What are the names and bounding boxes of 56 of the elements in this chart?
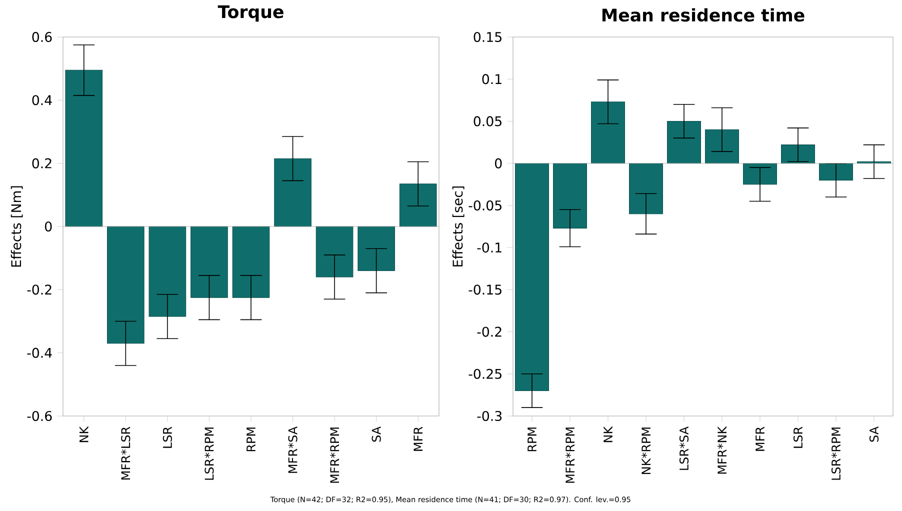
bar — [819, 163, 853, 180]
chart-title: Mean residence time — [602, 8, 804, 22]
bar — [591, 102, 625, 164]
y-tick-label: 0 — [495, 158, 502, 168]
x-tick-label: NK — [80, 426, 88, 442]
bar — [274, 158, 312, 227]
x-tick-label: MFR*NK — [718, 426, 726, 474]
y-tick-label: -0.1 — [477, 242, 502, 253]
y-tick-label: 0.1 — [482, 74, 502, 84]
y-tick-label: -0.2 — [27, 284, 52, 295]
y-tick-label: -0.3 — [477, 410, 502, 422]
bar — [667, 120, 702, 164]
x-tick-label: LSR — [793, 426, 803, 448]
x-tick-label: MFR — [414, 426, 422, 451]
bar — [148, 226, 186, 317]
y-tick-label: 0.6 — [32, 32, 52, 42]
x-tick-label: MFR*SA — [288, 426, 298, 473]
x-tick-label: SA — [869, 426, 879, 442]
y-tick-label: -0.2 — [477, 326, 502, 337]
bar — [107, 226, 144, 344]
x-tick-label: MFR*RPM — [566, 428, 574, 483]
bar — [781, 144, 815, 164]
x-tick-label: RPM — [528, 428, 536, 452]
bar — [316, 226, 354, 278]
y-tick-label: -0.6 — [27, 410, 52, 422]
x-tick-label: LSR*RPM — [831, 428, 841, 480]
y-tick-label: 0 — [45, 221, 52, 232]
y-tick-label: -0.25 — [468, 368, 502, 379]
x-tick-label: RPM — [246, 428, 256, 452]
y-tick-label: -0.05 — [468, 200, 502, 210]
x-tick-label: MFR*RPM — [330, 428, 340, 483]
bar — [743, 163, 778, 185]
bar — [515, 163, 549, 392]
bar — [629, 163, 663, 214]
x-tick-label: LSR — [162, 426, 172, 448]
y-tick-label: 0.4 — [32, 95, 52, 106]
bar — [232, 226, 270, 298]
bar — [65, 70, 103, 227]
x-tick-label: NK*RPM — [642, 428, 650, 474]
chart-title: Torque — [218, 5, 284, 22]
bar — [358, 226, 395, 271]
x-tick-label: LSR*SA — [679, 426, 689, 470]
y-tick-label: 0.2 — [32, 158, 52, 168]
x-tick-label: LSR*RPM — [204, 428, 214, 480]
y-tick-label: 0.15 — [474, 32, 502, 42]
y-tick-label: -0.4 — [27, 348, 52, 358]
x-tick-label: NK — [604, 426, 612, 442]
y-axis-title: Effects [sec] — [452, 186, 464, 266]
x-tick-label: MFR — [756, 426, 764, 451]
y-axis-title: Effects [Nm] — [10, 186, 23, 267]
bar — [190, 226, 228, 298]
y-tick-label: 0.05 — [474, 116, 502, 126]
x-tick-label: MFR*LSR — [121, 426, 130, 480]
x-tick-label: SA — [372, 426, 381, 442]
bar — [553, 163, 587, 228]
y-tick-label: -0.15 — [468, 284, 502, 295]
